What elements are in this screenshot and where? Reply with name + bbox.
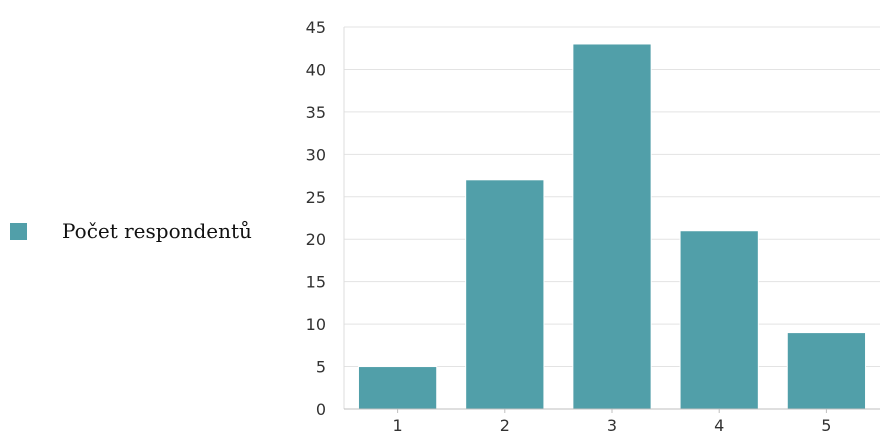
legend-swatch: [10, 222, 27, 240]
bars: [357, 43, 867, 410]
bar-4: [679, 230, 759, 410]
y-tick-label-0: 0: [316, 400, 326, 419]
y-tick-label-15: 15: [306, 273, 326, 292]
legend: Počet respondentů: [10, 219, 252, 243]
bar-1: [357, 366, 438, 410]
legend-label: Počet respondentů: [62, 219, 252, 243]
y-tick-label-45: 45: [306, 18, 326, 37]
x-tick-label-5: 5: [821, 416, 831, 434]
y-tick-label-5: 5: [316, 358, 326, 377]
y-tick-label-35: 35: [306, 103, 326, 122]
x-tick-label-1: 1: [393, 416, 403, 434]
x-tick-label-4: 4: [714, 416, 724, 434]
x-tick-label-2: 2: [500, 416, 510, 434]
y-tick-label-40: 40: [306, 60, 326, 79]
bar-5: [786, 332, 867, 410]
y-tick-label-30: 30: [306, 145, 326, 164]
bar-2: [465, 179, 545, 410]
y-tick-label-20: 20: [306, 230, 326, 249]
y-tick-label-25: 25: [306, 188, 326, 207]
y-tick-label-10: 10: [306, 315, 326, 334]
bar-3: [572, 43, 652, 410]
x-tick-label-3: 3: [607, 416, 617, 434]
